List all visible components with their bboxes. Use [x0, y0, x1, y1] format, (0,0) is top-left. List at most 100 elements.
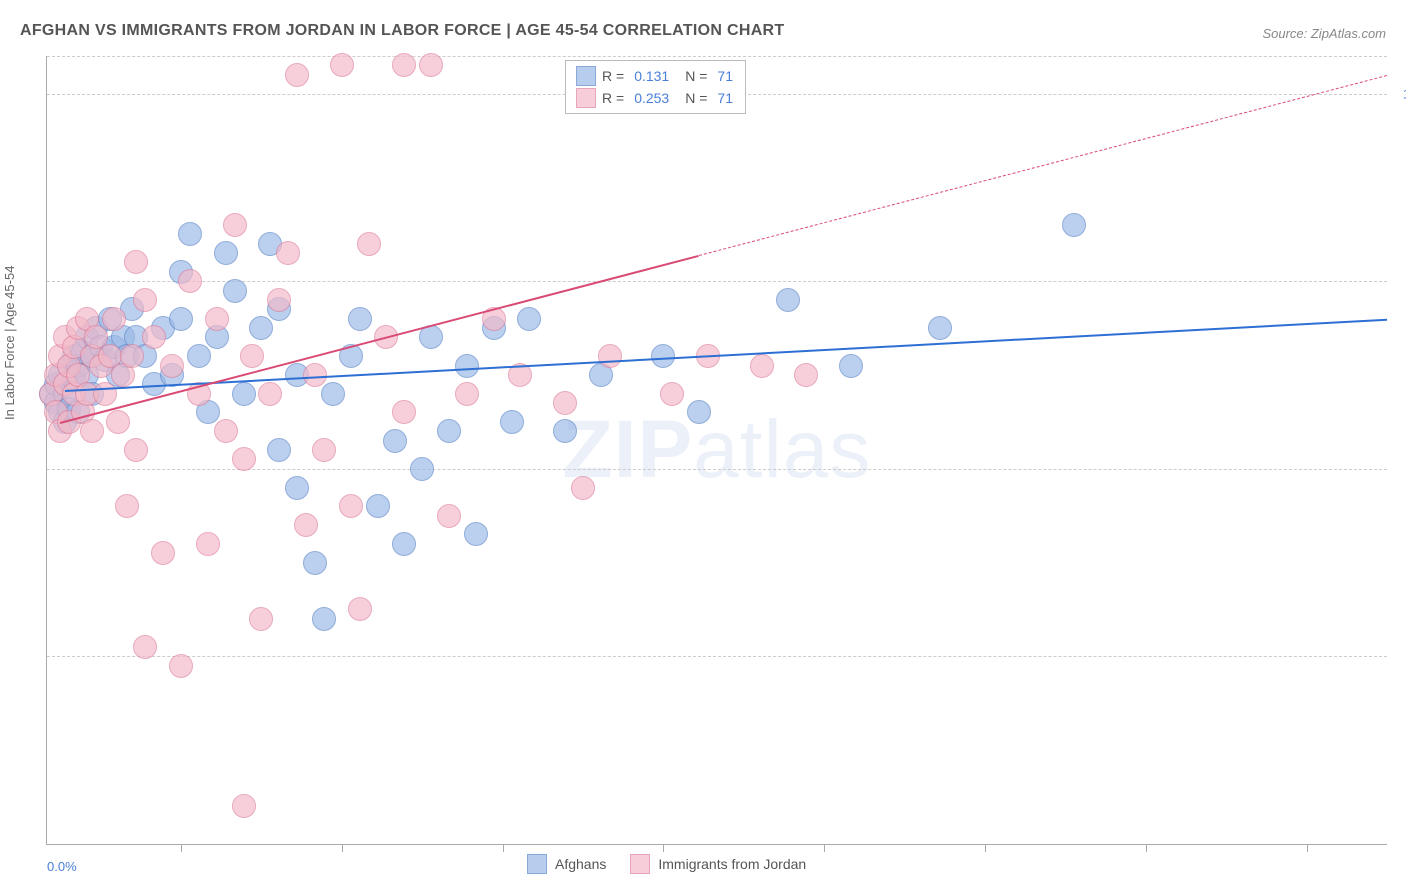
scatter-point — [303, 363, 327, 387]
scatter-point — [151, 541, 175, 565]
x-tick — [985, 844, 986, 852]
series-legend: Afghans Immigrants from Jordan — [527, 854, 806, 874]
scatter-point — [232, 447, 256, 471]
correlation-legend: R = 0.131 N = 71R = 0.253N = 71 — [565, 60, 746, 114]
scatter-point — [598, 344, 622, 368]
scatter-point — [348, 307, 372, 331]
scatter-point — [500, 410, 524, 434]
scatter-point — [258, 382, 282, 406]
scatter-point — [133, 635, 157, 659]
scatter-point — [285, 63, 309, 87]
n-label: N = — [685, 65, 707, 87]
scatter-point — [437, 504, 461, 528]
gridline — [47, 656, 1387, 657]
chart-plot-area: ZIPatlas 70.0%80.0%90.0%100.0% R = 0.131… — [46, 56, 1387, 845]
x-tick — [824, 844, 825, 852]
r-label: R = — [602, 87, 624, 109]
x-tick — [663, 844, 664, 852]
x-axis-min-label: 0.0% — [47, 859, 77, 874]
r-label: R = — [602, 65, 624, 87]
scatter-point — [205, 307, 229, 331]
scatter-point — [794, 363, 818, 387]
scatter-point — [133, 288, 157, 312]
legend-item: Immigrants from Jordan — [630, 854, 806, 874]
scatter-point — [276, 241, 300, 265]
scatter-point — [187, 344, 211, 368]
scatter-point — [312, 438, 336, 462]
scatter-point — [80, 419, 104, 443]
scatter-point — [392, 532, 416, 556]
scatter-point — [339, 494, 363, 518]
scatter-point — [142, 325, 166, 349]
scatter-point — [249, 607, 273, 631]
scatter-point — [419, 53, 443, 77]
scatter-point — [196, 532, 220, 556]
scatter-point — [232, 794, 256, 818]
legend-swatch — [576, 88, 596, 108]
scatter-point — [750, 354, 774, 378]
scatter-point — [517, 307, 541, 331]
legend-row: R = 0.131 N = 71 — [576, 65, 733, 87]
scatter-point — [249, 316, 273, 340]
scatter-point — [178, 269, 202, 293]
gridline — [47, 281, 1387, 282]
source-attribution: Source: ZipAtlas.com — [1262, 26, 1386, 41]
legend-swatch — [630, 854, 650, 874]
scatter-point — [651, 344, 675, 368]
scatter-point — [169, 307, 193, 331]
watermark: ZIPatlas — [563, 403, 872, 497]
scatter-point — [223, 213, 247, 237]
scatter-point — [776, 288, 800, 312]
scatter-point — [115, 494, 139, 518]
scatter-point — [553, 419, 577, 443]
scatter-point — [93, 382, 117, 406]
x-tick — [1307, 844, 1308, 852]
scatter-point — [437, 419, 461, 443]
scatter-point — [267, 288, 291, 312]
scatter-point — [178, 222, 202, 246]
n-value: 71 — [713, 65, 733, 87]
scatter-point — [106, 410, 130, 434]
scatter-point — [392, 400, 416, 424]
scatter-point — [303, 551, 327, 575]
scatter-point — [214, 419, 238, 443]
legend-label: Afghans — [555, 856, 606, 872]
x-tick — [181, 844, 182, 852]
scatter-point — [553, 391, 577, 415]
scatter-point — [124, 250, 148, 274]
scatter-point — [294, 513, 318, 537]
scatter-point — [240, 344, 264, 368]
scatter-point — [687, 400, 711, 424]
legend-swatch — [527, 854, 547, 874]
scatter-point — [285, 476, 309, 500]
scatter-point — [455, 354, 479, 378]
scatter-point — [571, 476, 595, 500]
scatter-point — [839, 354, 863, 378]
legend-row: R = 0.253N = 71 — [576, 87, 733, 109]
scatter-point — [120, 344, 144, 368]
legend-label: Immigrants from Jordan — [658, 856, 806, 872]
legend-swatch — [576, 66, 596, 86]
n-value: 71 — [713, 87, 733, 109]
legend-item: Afghans — [527, 854, 606, 874]
scatter-point — [330, 53, 354, 77]
r-value: 0.131 — [630, 65, 679, 87]
scatter-point — [321, 382, 345, 406]
scatter-point — [928, 316, 952, 340]
scatter-point — [169, 654, 193, 678]
x-tick — [1146, 844, 1147, 852]
chart-title: AFGHAN VS IMMIGRANTS FROM JORDAN IN LABO… — [20, 22, 784, 40]
scatter-point — [124, 438, 148, 462]
scatter-point — [366, 494, 390, 518]
scatter-point — [660, 382, 684, 406]
scatter-point — [455, 382, 479, 406]
gridline — [47, 56, 1387, 57]
scatter-point — [1062, 213, 1086, 237]
scatter-point — [392, 53, 416, 77]
scatter-point — [214, 241, 238, 265]
scatter-point — [232, 382, 256, 406]
n-label: N = — [685, 87, 707, 109]
scatter-point — [410, 457, 434, 481]
x-tick — [503, 844, 504, 852]
scatter-point — [383, 429, 407, 453]
